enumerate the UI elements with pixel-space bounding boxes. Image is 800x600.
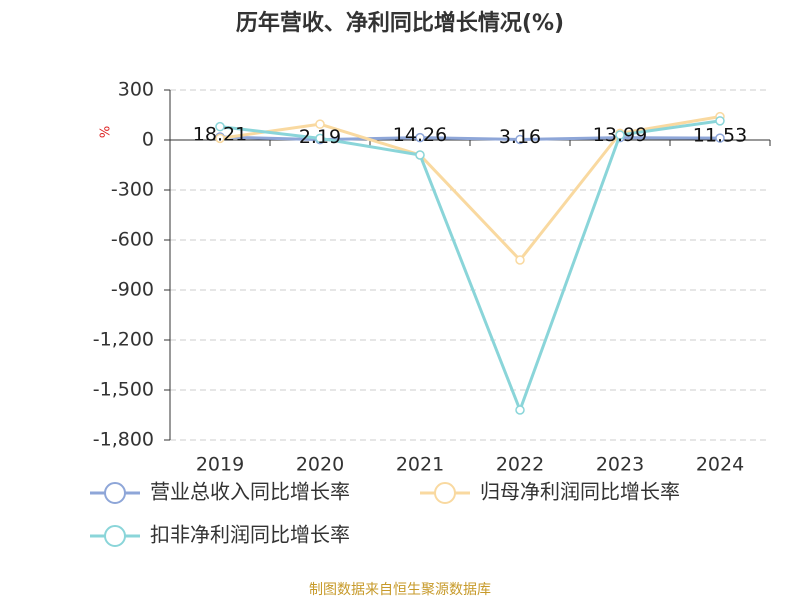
data-label: 14.26 [393,124,447,146]
y-tick-label: -900 [111,279,154,301]
series-line [219,135,721,142]
x-tick-label: 2024 [696,454,744,476]
legend-marker [104,482,126,504]
point [515,405,525,415]
series-line [219,119,721,415]
data-label: 3.16 [499,126,541,148]
legend-label: 营业总收入同比增长率 [150,480,350,504]
data-label: 18.21 [193,123,247,145]
point [315,133,325,144]
legend-marker [104,525,126,547]
series-line [219,115,721,263]
point [215,121,225,132]
y-axis-label: % [99,126,114,138]
y-tick-label: -1,200 [93,329,154,351]
legend-label: 扣非净利润同比增长率 [150,523,350,547]
y-tick-label: -300 [111,179,154,201]
y-tick-label: 300 [118,79,154,101]
y-tick-label: -600 [111,229,154,251]
data-label: 11.53 [693,125,747,147]
legend-label: 归母净利润同比增长率 [480,480,680,504]
y-tick-label: -1,800 [93,429,154,451]
x-tick-label: 2021 [396,454,444,476]
y-tick-label: 0 [142,129,154,151]
point [215,133,225,144]
footer: 制图数据来自恒生聚源数据库 [309,582,491,598]
chart-title: 历年营收、净利同比增长情况(%) [236,10,564,36]
x-tick-label: 2020 [296,454,344,476]
data-label: 13.99 [593,124,647,146]
point [315,119,325,129]
point [415,150,425,160]
y-tick-label: -1,500 [93,379,154,401]
point [615,130,625,140]
point [715,116,725,126]
point [515,255,525,265]
data-label: 2.19 [299,126,341,148]
x-tick-label: 2022 [496,454,544,476]
point [515,134,525,145]
legend-marker [434,482,456,504]
point [715,133,725,143]
x-tick-label: 2019 [196,454,244,476]
x-tick-label: 2023 [596,454,644,476]
point [415,132,425,143]
